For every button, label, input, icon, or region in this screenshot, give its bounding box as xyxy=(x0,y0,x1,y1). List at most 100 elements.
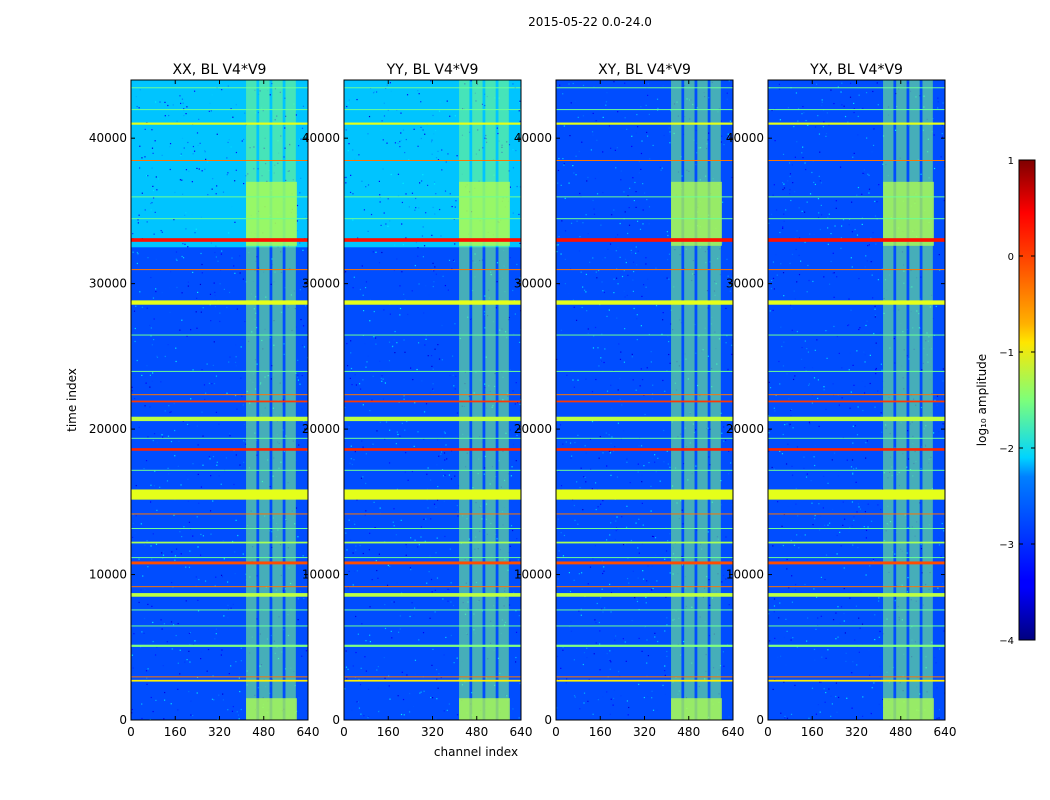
noise-pixel xyxy=(806,617,809,619)
noise-pixel xyxy=(651,565,653,567)
noise-pixel xyxy=(825,554,828,556)
noise-pixel xyxy=(240,465,242,468)
rfi-line xyxy=(556,557,733,559)
noise-pixel xyxy=(181,535,183,538)
noise-pixel xyxy=(814,518,816,520)
noise-pixel xyxy=(452,604,455,607)
noise-pixel xyxy=(780,327,783,329)
noise-pixel xyxy=(617,246,619,249)
noise-pixel xyxy=(818,212,820,214)
noise-pixel xyxy=(651,262,654,264)
noise-pixel xyxy=(136,105,138,108)
noise-pixel xyxy=(722,574,725,577)
noise-pixel xyxy=(156,442,158,444)
noise-pixel xyxy=(819,151,821,153)
noise-pixel xyxy=(497,132,499,135)
noise-pixel xyxy=(423,411,426,413)
noise-pixel xyxy=(666,231,668,233)
noise-pixel xyxy=(167,344,169,346)
noise-pixel xyxy=(196,132,199,134)
noise-pixel xyxy=(779,655,782,657)
noise-pixel xyxy=(920,467,922,470)
noise-pixel xyxy=(774,553,776,555)
x-tick-label: 320 xyxy=(845,725,868,739)
noise-pixel xyxy=(907,458,910,460)
noise-pixel xyxy=(197,610,200,612)
noise-pixel xyxy=(383,657,385,659)
noise-pixel xyxy=(346,365,349,367)
noise-pixel xyxy=(782,365,785,367)
noise-pixel xyxy=(642,223,644,225)
noise-pixel xyxy=(431,591,433,593)
noise-pixel xyxy=(512,708,514,710)
noise-pixel xyxy=(613,209,615,211)
noise-pixel xyxy=(445,282,447,284)
noise-pixel xyxy=(176,120,178,122)
noise-pixel xyxy=(372,251,374,253)
noise-pixel xyxy=(146,307,148,309)
y-tick-label: 30000 xyxy=(726,277,764,291)
noise-pixel xyxy=(227,604,229,606)
colorbar-tick-label: −3 xyxy=(999,540,1014,551)
noise-pixel xyxy=(144,209,146,211)
noise-pixel xyxy=(721,581,723,583)
noise-pixel xyxy=(348,519,350,521)
rfi-line xyxy=(131,238,308,242)
noise-pixel xyxy=(384,382,387,384)
noise-pixel xyxy=(454,243,456,245)
noise-pixel xyxy=(346,653,348,655)
noise-pixel xyxy=(197,444,199,446)
noise-pixel xyxy=(256,119,258,122)
noise-pixel xyxy=(659,166,661,168)
noise-pixel xyxy=(798,237,801,239)
noise-pixel xyxy=(431,697,434,699)
noise-pixel xyxy=(596,139,598,141)
band-block xyxy=(883,698,934,720)
noise-pixel xyxy=(808,421,811,423)
noise-pixel xyxy=(297,145,300,147)
noise-pixel xyxy=(844,115,847,118)
noise-pixel xyxy=(369,606,371,608)
noise-pixel xyxy=(632,279,634,281)
noise-pixel xyxy=(840,91,842,93)
x-tick-label: 0 xyxy=(340,725,348,739)
noise-pixel xyxy=(614,445,616,448)
noise-pixel xyxy=(435,193,437,195)
noise-pixel xyxy=(454,388,456,390)
noise-pixel xyxy=(562,157,564,160)
noise-pixel xyxy=(809,423,811,425)
noise-pixel xyxy=(811,394,813,396)
noise-pixel xyxy=(515,149,517,152)
noise-pixel xyxy=(863,173,866,175)
noise-pixel xyxy=(368,549,371,551)
noise-pixel xyxy=(215,193,217,195)
noise-pixel xyxy=(484,280,486,282)
noise-pixel xyxy=(648,113,650,116)
noise-pixel xyxy=(212,364,214,367)
noise-pixel xyxy=(303,597,305,600)
noise-pixel xyxy=(609,659,611,662)
noise-pixel xyxy=(237,714,240,716)
noise-pixel xyxy=(184,661,186,663)
noise-pixel xyxy=(441,169,443,171)
noise-pixel xyxy=(941,132,943,135)
noise-pixel xyxy=(708,97,710,99)
noise-pixel xyxy=(557,182,559,184)
noise-pixel xyxy=(920,548,923,550)
noise-pixel xyxy=(782,544,784,547)
noise-pixel xyxy=(907,82,909,84)
noise-pixel xyxy=(370,213,373,216)
noise-pixel xyxy=(662,319,664,321)
noise-pixel xyxy=(376,669,378,671)
noise-pixel xyxy=(513,333,515,335)
noise-pixel xyxy=(859,327,861,329)
noise-pixel xyxy=(415,207,417,209)
noise-pixel xyxy=(401,271,403,273)
noise-pixel xyxy=(519,186,521,188)
noise-pixel xyxy=(851,501,854,503)
noise-pixel xyxy=(512,443,515,446)
noise-pixel xyxy=(512,167,515,169)
noise-pixel xyxy=(560,253,562,255)
noise-pixel xyxy=(641,295,643,298)
noise-pixel xyxy=(358,154,360,156)
